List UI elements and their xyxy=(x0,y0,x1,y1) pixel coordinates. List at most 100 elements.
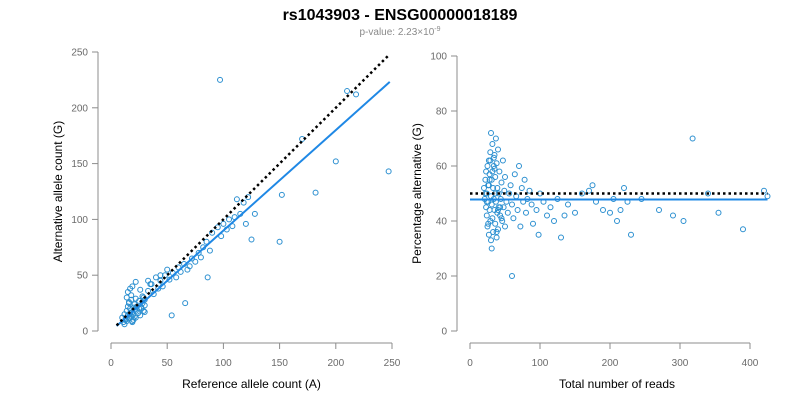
data-point xyxy=(499,157,506,164)
data-point xyxy=(492,174,499,180)
data-point xyxy=(166,276,173,283)
data-point xyxy=(489,141,496,147)
data-point xyxy=(523,209,529,216)
data-point xyxy=(607,209,613,216)
data-point xyxy=(517,223,524,230)
data-point xyxy=(488,201,495,208)
data-point xyxy=(558,234,564,241)
data-point xyxy=(233,196,240,203)
data-point xyxy=(572,209,578,216)
data-point xyxy=(312,189,319,196)
data-point xyxy=(129,319,136,326)
data-point xyxy=(492,220,499,227)
data-point xyxy=(628,231,634,238)
x-tick-label: 100 xyxy=(532,358,549,369)
data-point xyxy=(485,182,492,189)
data-point xyxy=(492,135,499,142)
data-point xyxy=(499,218,506,224)
data-point xyxy=(533,207,540,213)
data-point xyxy=(500,204,507,211)
x-tick-label: 50 xyxy=(162,358,174,369)
data-point xyxy=(498,179,505,186)
y-tick-label: 0 xyxy=(441,327,447,338)
data-point xyxy=(148,281,155,288)
data-point xyxy=(589,182,596,189)
data-point xyxy=(498,215,505,222)
data-point xyxy=(188,255,195,262)
data-point xyxy=(495,146,501,153)
data-point xyxy=(486,176,493,183)
data-point xyxy=(485,231,492,238)
allele-count-scatter: 0 50 100 150 200 250 0 50 100 150 200 250 Reference … xyxy=(51,48,401,392)
data-point xyxy=(353,91,360,98)
data-point xyxy=(344,88,351,95)
y-tick-label: 250 xyxy=(71,48,88,59)
x-axis-label: Reference allele count (A) xyxy=(182,377,321,391)
y-tick-label: 40 xyxy=(436,217,448,228)
data-point xyxy=(535,231,542,238)
data-point xyxy=(656,207,662,213)
x-tick-label: 200 xyxy=(327,358,344,369)
data-point xyxy=(125,298,132,305)
data-point xyxy=(182,300,189,307)
data-point xyxy=(164,266,171,273)
data-point xyxy=(128,292,135,299)
data-point xyxy=(487,157,494,164)
data-point xyxy=(486,207,493,213)
data-point xyxy=(173,274,180,281)
data-points xyxy=(481,130,771,279)
data-point xyxy=(530,220,536,227)
data-point xyxy=(485,220,492,227)
data-point xyxy=(680,218,687,224)
y-tick-label: 50 xyxy=(77,271,89,282)
x-tick-label: 100 xyxy=(215,358,232,369)
x-tick-label: 200 xyxy=(602,358,619,369)
data-point xyxy=(168,312,175,319)
data-point xyxy=(276,238,283,245)
data-point xyxy=(242,220,249,227)
y-tick-label: 150 xyxy=(71,159,88,170)
data-point xyxy=(332,158,339,165)
y-axis-label: Percentage alternative (G) xyxy=(410,123,424,264)
data-point xyxy=(490,229,497,235)
x-tick-label: 400 xyxy=(742,358,759,369)
data-point xyxy=(385,168,392,175)
y-tick-label: 100 xyxy=(71,215,88,226)
data-point xyxy=(493,234,500,241)
data-point xyxy=(206,247,213,254)
data-point xyxy=(484,163,491,169)
data-point xyxy=(488,237,494,244)
data-point xyxy=(586,187,592,194)
data-point xyxy=(689,135,696,142)
data-point xyxy=(248,236,255,243)
data-point xyxy=(482,176,489,183)
data-point xyxy=(209,229,216,236)
data-point xyxy=(484,223,491,230)
data-point xyxy=(521,176,528,183)
data-point xyxy=(192,258,199,265)
data-point xyxy=(488,245,495,252)
data-point xyxy=(131,313,138,320)
data-point xyxy=(496,168,503,175)
data-point xyxy=(278,191,285,198)
data-point xyxy=(509,201,515,208)
figure-title: rs1043903 - ENSG00000018189 xyxy=(283,7,518,24)
y-tick-label: 0 xyxy=(82,327,88,338)
x-tick-label: 150 xyxy=(271,358,288,369)
data-point xyxy=(705,190,711,197)
data-point xyxy=(617,207,624,213)
data-point xyxy=(226,216,233,223)
data-point xyxy=(502,174,508,180)
data-point xyxy=(509,273,515,279)
data-point xyxy=(490,163,497,169)
data-point xyxy=(740,226,746,233)
y-axis-label: Alternative allele count (G) xyxy=(51,121,65,262)
data-point xyxy=(129,283,136,290)
data-point xyxy=(483,212,490,219)
data-point xyxy=(489,168,496,175)
data-point xyxy=(614,218,620,224)
data-point xyxy=(489,215,496,222)
data-point xyxy=(488,130,494,136)
figure-subtitle: p-value: 2.23×10-9 xyxy=(359,26,440,38)
